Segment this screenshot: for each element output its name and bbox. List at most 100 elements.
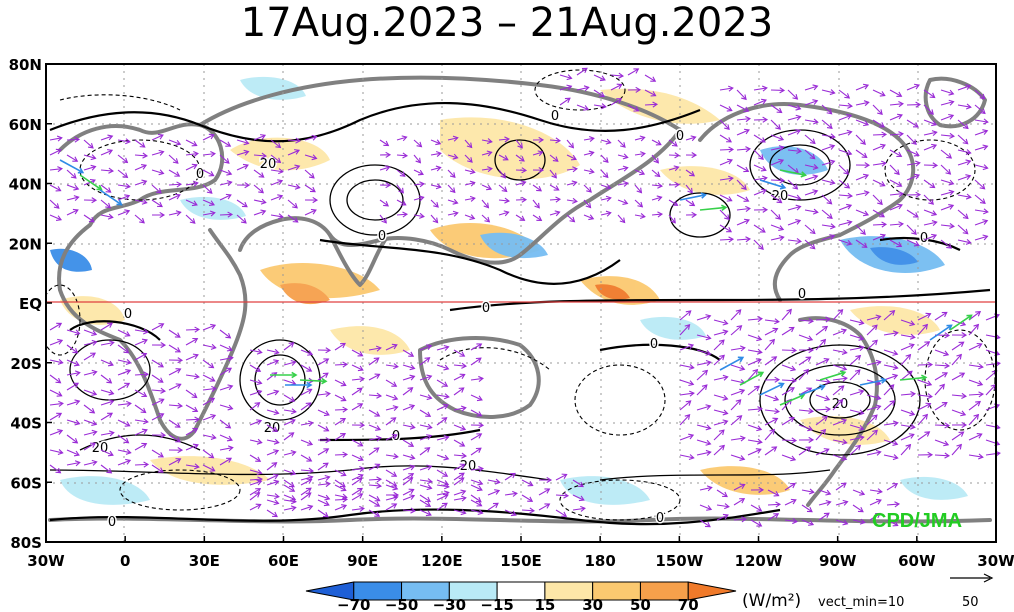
flux-vector-head bbox=[706, 485, 713, 492]
flux-vector bbox=[685, 169, 695, 177]
flux-vector-head bbox=[56, 391, 63, 397]
flux-vector-head bbox=[689, 200, 696, 207]
flux-vector bbox=[815, 339, 826, 351]
flux-vector bbox=[368, 394, 382, 397]
flux-vector-head bbox=[375, 435, 382, 442]
flux-vector-head bbox=[635, 86, 642, 93]
flux-vector-head bbox=[965, 193, 972, 200]
flux-vector bbox=[804, 119, 818, 123]
flux-vector-head bbox=[839, 370, 847, 377]
flux-vector bbox=[368, 494, 380, 502]
flux-vector bbox=[699, 206, 726, 211]
flux-vector-head bbox=[762, 206, 769, 213]
flux-vector-head bbox=[174, 193, 181, 200]
flux-vector-head bbox=[881, 131, 888, 138]
flux-vector-head bbox=[655, 140, 662, 146]
flux-vector-head bbox=[255, 503, 262, 510]
flux-vector-head bbox=[583, 85, 590, 92]
flux-vector bbox=[100, 374, 112, 384]
flux-vector-head bbox=[743, 106, 750, 112]
flux-vector bbox=[696, 439, 711, 445]
flux-vector-head bbox=[911, 229, 917, 236]
flux-vector-head bbox=[124, 209, 131, 216]
flux-vector bbox=[481, 214, 490, 223]
flux-vector bbox=[923, 179, 935, 188]
flux-vector-head bbox=[944, 422, 951, 429]
flux-vector bbox=[185, 164, 198, 171]
flux-vector bbox=[764, 319, 779, 323]
flux-vector bbox=[934, 439, 949, 446]
flux-vector bbox=[219, 329, 231, 339]
flux-vector bbox=[498, 184, 508, 192]
flux-vector-head bbox=[892, 420, 899, 427]
flux-vector bbox=[300, 505, 313, 511]
flux-vector-head bbox=[788, 417, 795, 423]
flux-vector bbox=[957, 85, 971, 91]
flux-vector-head bbox=[544, 503, 551, 509]
latitude-label: 40S bbox=[10, 415, 42, 433]
flux-vector bbox=[304, 209, 317, 216]
flux-vector bbox=[385, 503, 397, 511]
flux-vector-head bbox=[402, 211, 409, 218]
flux-vector bbox=[685, 136, 696, 141]
flux-vector bbox=[804, 175, 818, 181]
flux-vector-head bbox=[774, 408, 780, 415]
flux-vector-head bbox=[983, 208, 989, 215]
flux-vector-head bbox=[273, 438, 280, 445]
flux-vector bbox=[100, 412, 113, 421]
flux-vector-head bbox=[424, 447, 431, 453]
flux-vector-head bbox=[879, 91, 886, 97]
flux-vector bbox=[779, 169, 806, 176]
flux-vector bbox=[900, 424, 915, 428]
colorbar-tick-label: 15 bbox=[534, 596, 555, 612]
flux-vector bbox=[117, 402, 131, 406]
flux-vector bbox=[815, 448, 829, 456]
flux-vector bbox=[49, 184, 61, 192]
flux-vector-head bbox=[772, 327, 779, 334]
colorbar-segment bbox=[687, 581, 737, 601]
flux-vector-head bbox=[290, 469, 297, 476]
flux-vector-head bbox=[898, 131, 905, 138]
flux-vector-head bbox=[944, 452, 951, 459]
flux-vector-head bbox=[139, 217, 145, 224]
flux-vector-head bbox=[688, 380, 695, 387]
flux-vector bbox=[764, 356, 777, 366]
flux-vector bbox=[470, 394, 483, 401]
flux-vector-head bbox=[108, 340, 115, 347]
flux-vector-head bbox=[728, 236, 735, 243]
flux-vector bbox=[804, 164, 818, 169]
flux-vector bbox=[957, 239, 971, 244]
flux-vector bbox=[821, 194, 832, 205]
flux-vector-head bbox=[469, 168, 476, 175]
flux-vector-head bbox=[391, 471, 398, 477]
flux-vector-head bbox=[976, 433, 983, 439]
flux-vector bbox=[679, 454, 694, 459]
flux-vector-head bbox=[288, 432, 295, 438]
flux-vector-head bbox=[949, 132, 955, 139]
flux-vector-head bbox=[925, 402, 932, 409]
flux-vector bbox=[957, 134, 969, 145]
flux-vector bbox=[651, 196, 662, 201]
flux-vector-head bbox=[743, 218, 750, 225]
flux-vector-head bbox=[376, 482, 383, 489]
flux-vector bbox=[498, 169, 506, 179]
flux-vector-head bbox=[726, 196, 733, 202]
flux-vector bbox=[767, 503, 781, 506]
flux-vector bbox=[283, 499, 296, 503]
flux-vector-head bbox=[896, 113, 903, 120]
flux-vector-head bbox=[141, 338, 148, 345]
flux-vector-head bbox=[854, 369, 861, 376]
flux-vector-head bbox=[769, 338, 776, 345]
flux-vector bbox=[821, 119, 833, 129]
flux-vector bbox=[900, 433, 915, 441]
flux-vector bbox=[532, 151, 543, 156]
flux-vector bbox=[185, 374, 199, 378]
contour-label: 20 bbox=[260, 157, 277, 172]
flux-vector bbox=[770, 134, 784, 141]
flux-vector-head bbox=[308, 173, 315, 179]
flux-vector-head bbox=[743, 196, 750, 202]
flux-vector bbox=[968, 311, 981, 321]
flux-vector-head bbox=[670, 217, 676, 224]
flux-vector-head bbox=[639, 213, 646, 220]
flux-vector bbox=[521, 479, 533, 487]
